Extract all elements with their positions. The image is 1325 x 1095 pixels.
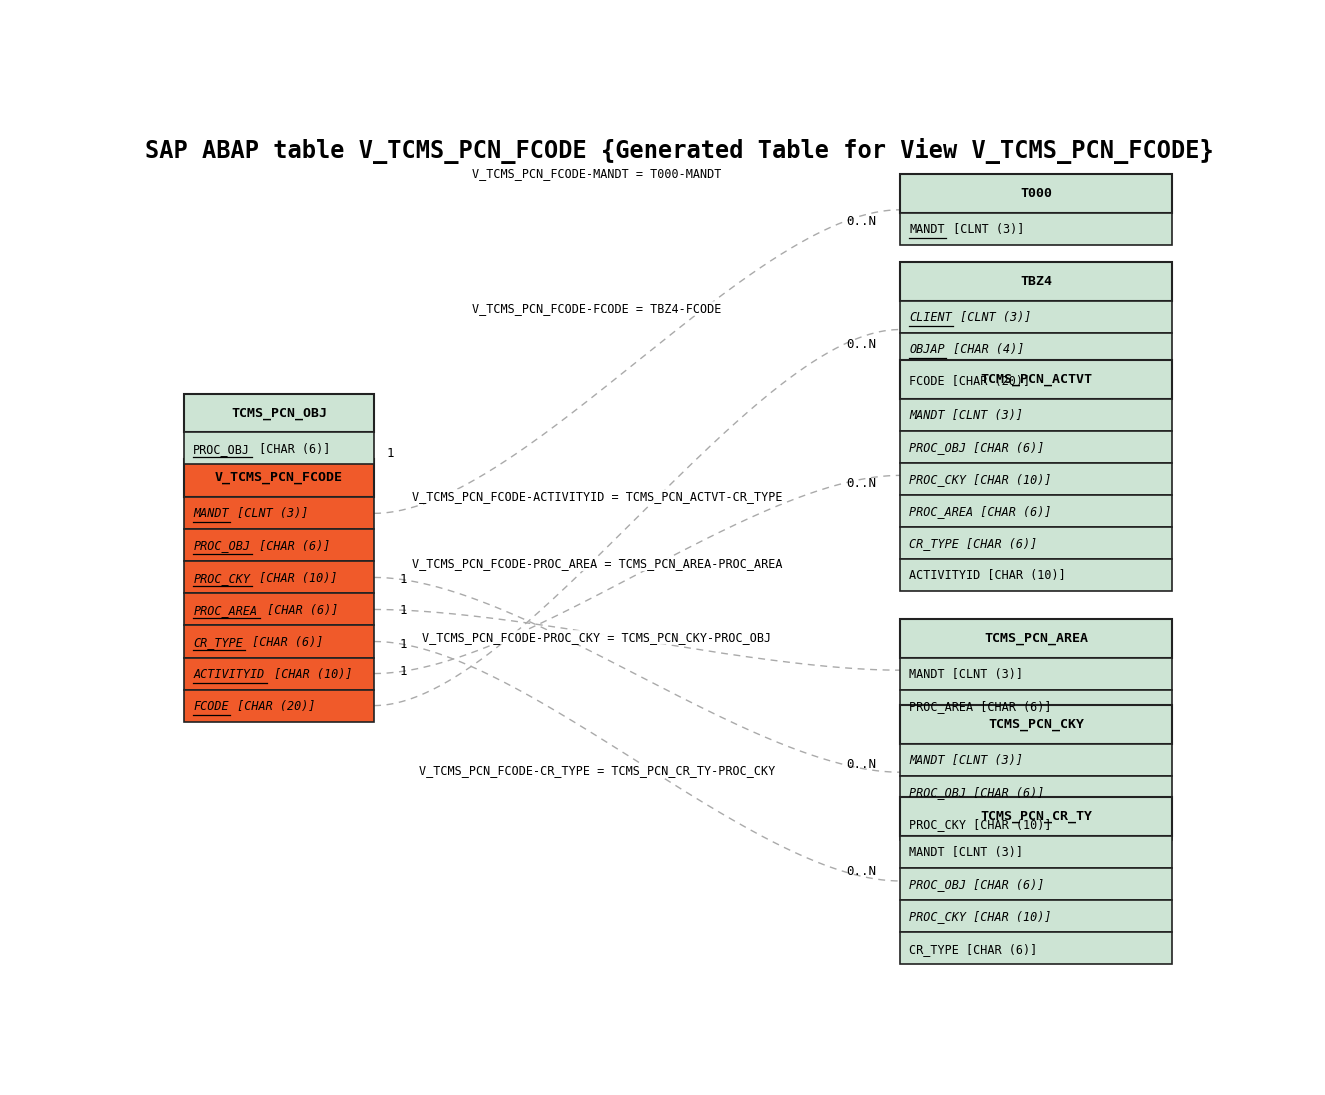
Text: MANDT [CLNT (3)]: MANDT [CLNT (3)]	[909, 846, 1023, 860]
Text: TCMS_PCN_AREA: TCMS_PCN_AREA	[984, 632, 1088, 645]
Text: TCMS_PCN_CKY: TCMS_PCN_CKY	[988, 717, 1084, 730]
Bar	[900, 868, 1171, 900]
Bar	[900, 495, 1171, 527]
Bar	[184, 433, 374, 464]
Bar	[900, 744, 1171, 775]
Bar	[900, 365, 1171, 397]
Text: [CHAR (6)]: [CHAR (6)]	[253, 442, 331, 456]
Bar	[184, 562, 374, 593]
Bar	[900, 527, 1171, 558]
Text: SAP ABAP table V_TCMS_PCN_FCODE {Generated Table for View V_TCMS_PCN_FCODE}: SAP ABAP table V_TCMS_PCN_FCODE {Generat…	[144, 138, 1214, 164]
Text: V_TCMS_PCN_FCODE-PROC_CKY = TCMS_PCN_CKY-PROC_OBJ: V_TCMS_PCN_FCODE-PROC_CKY = TCMS_PCN_CKY…	[423, 631, 771, 644]
Text: [CLNT (3)]: [CLNT (3)]	[946, 223, 1024, 237]
Text: TBZ4: TBZ4	[1020, 275, 1052, 288]
Text: [CHAR (4)]: [CHAR (4)]	[946, 343, 1024, 356]
Text: 0..N: 0..N	[845, 216, 876, 229]
Text: V_TCMS_PCN_FCODE-MANDT = T000-MANDT: V_TCMS_PCN_FCODE-MANDT = T000-MANDT	[472, 168, 722, 180]
Text: ACTIVITYID [CHAR (10)]: ACTIVITYID [CHAR (10)]	[909, 569, 1065, 583]
Text: PROC_CKY [CHAR (10)]: PROC_CKY [CHAR (10)]	[909, 911, 1052, 923]
Text: 0..N: 0..N	[845, 476, 876, 489]
Text: CR_TYPE [CHAR (6)]: CR_TYPE [CHAR (6)]	[909, 943, 1037, 956]
Text: V_TCMS_PCN_FCODE-CR_TYPE = TCMS_PCN_CR_TY-PROC_CKY: V_TCMS_PCN_FCODE-CR_TYPE = TCMS_PCN_CR_T…	[419, 764, 775, 777]
Text: PROC_AREA: PROC_AREA	[193, 603, 257, 616]
Text: V_TCMS_PCN_FCODE: V_TCMS_PCN_FCODE	[215, 472, 343, 484]
Text: V_TCMS_PCN_FCODE-ACTIVITYID = TCMS_PCN_ACTVT-CR_TYPE: V_TCMS_PCN_FCODE-ACTIVITYID = TCMS_PCN_A…	[412, 489, 782, 503]
Text: 0..N: 0..N	[845, 338, 876, 351]
Text: CLIENT: CLIENT	[909, 311, 951, 324]
Text: ACTIVITYID: ACTIVITYID	[193, 668, 265, 681]
Text: CR_TYPE [CHAR (6)]: CR_TYPE [CHAR (6)]	[909, 537, 1037, 550]
Bar	[184, 497, 374, 529]
Bar	[900, 619, 1171, 657]
Text: PROC_AREA [CHAR (6)]: PROC_AREA [CHAR (6)]	[909, 505, 1052, 518]
Bar	[900, 214, 1171, 245]
Text: OBJAP: OBJAP	[909, 343, 945, 356]
Text: PROC_OBJ [CHAR (6)]: PROC_OBJ [CHAR (6)]	[909, 878, 1044, 891]
Text: PROC_OBJ [CHAR (6)]: PROC_OBJ [CHAR (6)]	[909, 786, 1044, 798]
Text: [CHAR (6)]: [CHAR (6)]	[253, 540, 331, 553]
Text: 1: 1	[399, 603, 407, 616]
Bar	[900, 360, 1171, 399]
Bar	[900, 301, 1171, 333]
Bar	[900, 333, 1171, 365]
Text: PROC_CKY [CHAR (10)]: PROC_CKY [CHAR (10)]	[909, 473, 1052, 486]
Text: 1: 1	[387, 447, 394, 460]
Bar	[900, 430, 1171, 463]
Text: PROC_OBJ: PROC_OBJ	[193, 540, 250, 553]
Text: TCMS_PCN_CR_TY: TCMS_PCN_CR_TY	[980, 810, 1092, 823]
Bar	[184, 459, 374, 497]
Bar	[900, 174, 1171, 214]
Text: FCODE: FCODE	[193, 700, 229, 713]
Bar	[184, 690, 374, 722]
Bar	[900, 262, 1171, 301]
Text: PROC_CKY: PROC_CKY	[193, 572, 250, 585]
Text: CR_TYPE: CR_TYPE	[193, 635, 244, 648]
Bar	[900, 558, 1171, 591]
Text: MANDT [CLNT (3)]: MANDT [CLNT (3)]	[909, 753, 1023, 766]
Bar	[900, 399, 1171, 430]
Text: PROC_OBJ: PROC_OBJ	[193, 442, 250, 456]
Text: [CHAR (6)]: [CHAR (6)]	[260, 603, 338, 616]
Text: PROC_OBJ [CHAR (6)]: PROC_OBJ [CHAR (6)]	[909, 441, 1044, 454]
Text: [CLNT (3)]: [CLNT (3)]	[954, 311, 1032, 324]
Text: [CHAR (10)]: [CHAR (10)]	[253, 572, 338, 585]
Bar	[900, 797, 1171, 837]
Text: [CHAR (20)]: [CHAR (20)]	[231, 700, 315, 713]
Bar	[900, 933, 1171, 965]
Bar	[184, 393, 374, 433]
Bar	[900, 463, 1171, 495]
Bar	[900, 900, 1171, 933]
Text: PROC_CKY [CHAR (10)]: PROC_CKY [CHAR (10)]	[909, 818, 1052, 831]
Text: 0..N: 0..N	[845, 865, 876, 878]
Text: 1: 1	[399, 665, 407, 678]
Text: V_TCMS_PCN_FCODE-FCODE = TBZ4-FCODE: V_TCMS_PCN_FCODE-FCODE = TBZ4-FCODE	[472, 302, 722, 315]
Text: [CHAR (10)]: [CHAR (10)]	[268, 668, 352, 681]
Text: MANDT [CLNT (3)]: MANDT [CLNT (3)]	[909, 408, 1023, 422]
Text: V_TCMS_PCN_FCODE-PROC_AREA = TCMS_PCN_AREA-PROC_AREA: V_TCMS_PCN_FCODE-PROC_AREA = TCMS_PCN_AR…	[412, 557, 782, 570]
Bar	[900, 808, 1171, 840]
Text: T000: T000	[1020, 187, 1052, 200]
Bar	[900, 775, 1171, 808]
Bar	[184, 657, 374, 690]
Bar	[900, 837, 1171, 868]
Text: PROC_AREA [CHAR (6)]: PROC_AREA [CHAR (6)]	[909, 700, 1052, 713]
Text: [CLNT (3)]: [CLNT (3)]	[231, 507, 309, 520]
Text: TCMS_PCN_OBJ: TCMS_PCN_OBJ	[231, 406, 327, 419]
Text: MANDT: MANDT	[909, 223, 945, 237]
Text: [CHAR (6)]: [CHAR (6)]	[245, 635, 323, 648]
Bar	[184, 593, 374, 625]
Bar	[184, 625, 374, 657]
Bar	[900, 705, 1171, 744]
Bar	[184, 529, 374, 562]
Bar	[900, 690, 1171, 722]
Text: 1: 1	[399, 574, 407, 586]
Text: FCODE [CHAR (20)]: FCODE [CHAR (20)]	[909, 376, 1031, 388]
Text: MANDT [CLNT (3)]: MANDT [CLNT (3)]	[909, 668, 1023, 681]
Bar	[900, 657, 1171, 690]
Text: 1: 1	[399, 638, 407, 650]
Text: TCMS_PCN_ACTVT: TCMS_PCN_ACTVT	[980, 372, 1092, 385]
Text: MANDT: MANDT	[193, 507, 229, 520]
Text: 0..N: 0..N	[845, 758, 876, 771]
